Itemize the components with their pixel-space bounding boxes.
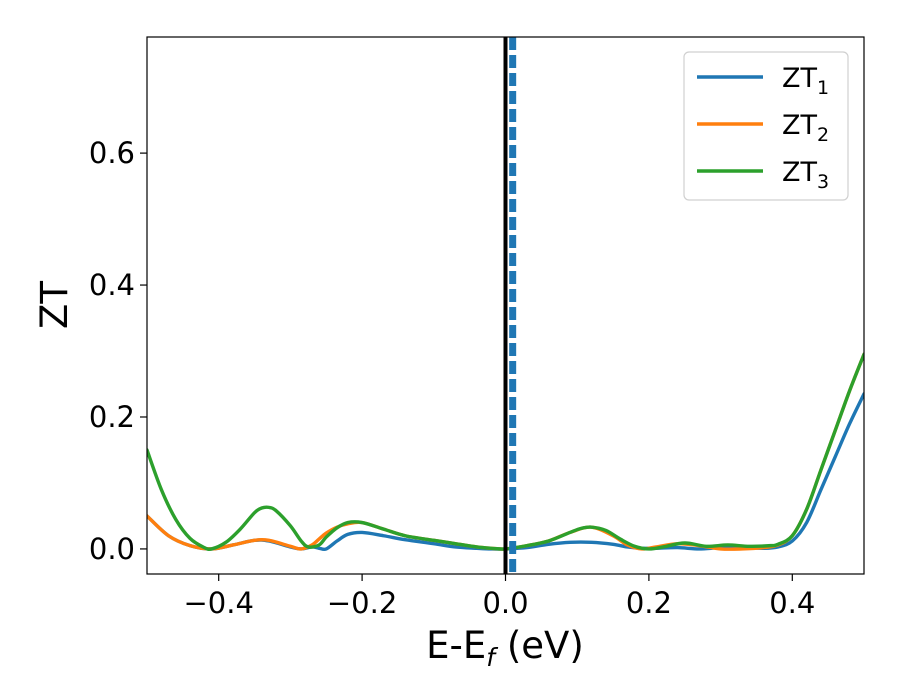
y-tick-label: 0.2 xyxy=(89,400,135,434)
x-axis-label: E-Ef (eV) xyxy=(426,624,584,672)
vline-layer xyxy=(503,37,517,574)
y-axis: 0.0 0.2 0.4 0.6 xyxy=(89,136,147,566)
x-tick-label: 0.0 xyxy=(482,586,528,620)
y-tick-label: 0.6 xyxy=(89,136,135,170)
series-line-zt3 xyxy=(147,352,864,552)
y-tick-label: 0.4 xyxy=(89,268,135,302)
series-layer xyxy=(147,352,864,552)
legend-box xyxy=(683,51,849,201)
legend-label-zt1: ZT1 xyxy=(782,63,829,99)
x-tick-label: 0.2 xyxy=(626,586,672,620)
x-axis-label-main: E-E xyxy=(426,624,486,667)
legend-label-zt3: ZT3 xyxy=(782,157,829,193)
x-tick-label: 0.4 xyxy=(769,586,815,620)
legend: ZT1 ZT2 ZT3 xyxy=(683,51,849,201)
x-tick-label: −0.2 xyxy=(327,586,397,620)
y-axis-label: ZT xyxy=(33,281,76,329)
x-tick-label: −0.4 xyxy=(183,586,253,620)
x-axis-label-unit: (eV) xyxy=(495,624,584,667)
legend-label-zt2: ZT2 xyxy=(782,110,829,146)
x-axis: −0.4 −0.2 0.0 0.2 0.4 xyxy=(183,574,815,620)
y-tick-label: 0.0 xyxy=(89,532,135,566)
